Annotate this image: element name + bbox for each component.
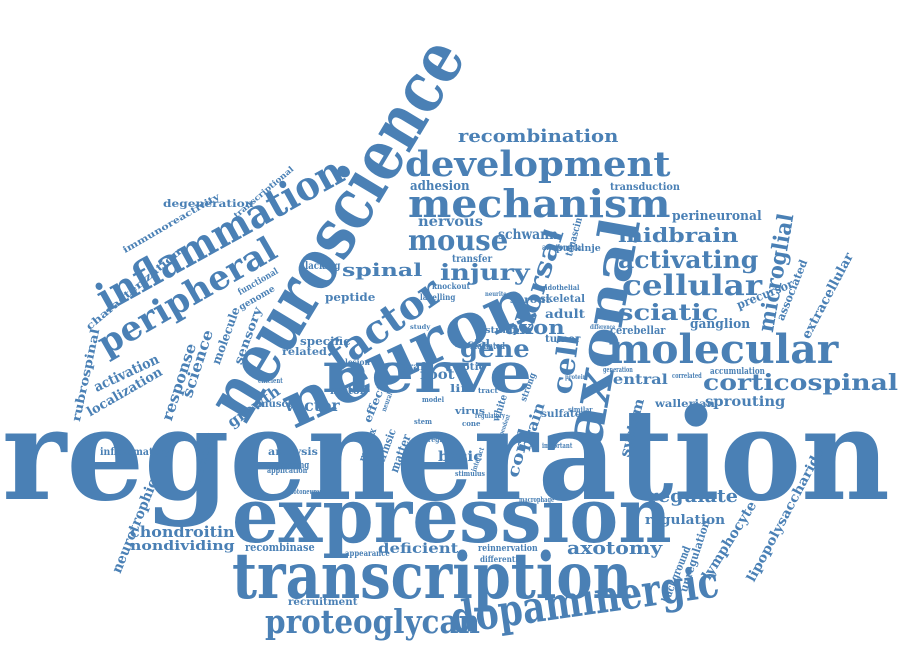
- word-deficient: deficient: [378, 541, 459, 557]
- word-expression: expression: [232, 471, 672, 560]
- word-facial: facial: [455, 339, 490, 350]
- word-regulatory: regulatory: [475, 411, 506, 420]
- word-expressing: expressing: [267, 461, 310, 471]
- word-vector: vector: [285, 396, 340, 415]
- word-injury: injury: [440, 260, 530, 286]
- word-appearance: appearance: [345, 548, 390, 558]
- word-degeneration: degeneration: [163, 199, 254, 210]
- word-nondividing: nondividing: [130, 539, 235, 554]
- word-adhesion: adhesion: [410, 179, 470, 194]
- word-related: related: [282, 347, 327, 358]
- word-transfer: transfer: [452, 254, 493, 265]
- word-proteoglycan: proteoglycan: [265, 602, 480, 641]
- word-peptide: peptide: [325, 291, 376, 304]
- word-endothelial: endothelial: [539, 283, 580, 292]
- word-cone: cone: [462, 419, 481, 428]
- word-activating: activating: [618, 245, 759, 274]
- word-recruitment: recruitment: [288, 597, 358, 608]
- word-chondroitin: chondroitin: [130, 523, 235, 541]
- word-motor: motor: [330, 384, 366, 397]
- word-nervous: nervous: [418, 214, 483, 230]
- word-reinnervation: reinnervation: [478, 544, 538, 554]
- word-stump: stump: [485, 326, 520, 336]
- word-skeletal: skeletal: [540, 294, 585, 305]
- word-axon: axon: [505, 315, 565, 339]
- word-neurite: neurite: [485, 291, 507, 298]
- word-generation: generation: [603, 365, 633, 374]
- word-transduction: transduction: [610, 182, 680, 193]
- word-inflammatory: inflammatory: [100, 447, 170, 458]
- word-efficient: efficient: [258, 376, 283, 385]
- word-root: root: [420, 367, 455, 383]
- word-analysis: analysis: [268, 447, 318, 458]
- word-wallerian: wallerian: [655, 399, 715, 410]
- word-corticospinal: corticospinal: [703, 370, 898, 396]
- word-graft: graft: [400, 362, 430, 373]
- word-cerebellar: cerebellar: [610, 324, 666, 337]
- word-basic: basic: [438, 449, 483, 465]
- word-lesion: lesion: [345, 357, 370, 367]
- word-transcription: transcription: [232, 539, 632, 614]
- word-mechanism: mechanism: [408, 181, 671, 226]
- word-molecular: molecular: [608, 326, 839, 373]
- word-mouse: mouse: [408, 224, 509, 257]
- word-specific: specific: [300, 335, 351, 348]
- word-protein: protein: [565, 374, 587, 381]
- word-gene: gene: [460, 334, 530, 363]
- word-optic: optic: [455, 362, 486, 373]
- word-sulfate: sulfate: [541, 409, 582, 420]
- word-similar: similar: [568, 405, 593, 414]
- word-tumor: tumor: [545, 334, 581, 345]
- word-regulation: regulation: [645, 513, 726, 528]
- word-lacking: lacking: [305, 261, 341, 272]
- word-development: development: [405, 144, 671, 185]
- word-labelling: labelling: [420, 292, 456, 302]
- word-recombinase: recombinase: [245, 541, 315, 554]
- word-schwann: schwann: [498, 227, 559, 243]
- word-application: application: [267, 465, 308, 475]
- word-anatomical: anatomical: [542, 242, 584, 252]
- word-mediated: mediated: [470, 342, 505, 352]
- word-purkinje: purkinje: [556, 244, 601, 254]
- word-important: important: [542, 441, 573, 450]
- word-regeneration: regeneration: [2, 381, 890, 529]
- word-sciatic: sciatic: [618, 300, 719, 326]
- word-study: study: [410, 324, 431, 331]
- word-difference: difference: [590, 324, 616, 331]
- word-macrophage: macrophage: [519, 495, 555, 504]
- word-regulate: regulate: [648, 486, 738, 507]
- word-tract: tract: [478, 386, 498, 395]
- word-sprout: sprout: [510, 295, 551, 306]
- word-knockout: knockout: [432, 281, 470, 291]
- word-adult: adult: [545, 307, 586, 321]
- word-recombination: recombination: [458, 126, 619, 147]
- word-cellular: cellular: [622, 269, 763, 302]
- word-central: central: [603, 372, 668, 388]
- word-region: region: [428, 435, 451, 444]
- word-ganglion: ganglion: [690, 317, 751, 332]
- word-accumulation: accumulation: [710, 367, 765, 377]
- word-perineuronal: perineuronal: [672, 209, 762, 224]
- word-differential: differential: [480, 554, 526, 564]
- word-muscle: muscle: [258, 399, 298, 410]
- word-virus: virus: [455, 407, 486, 417]
- word-correlated: correlated: [672, 371, 702, 380]
- word-stimulus: stimulus: [455, 469, 486, 478]
- word-motoneuron: motoneuron: [288, 487, 324, 496]
- word-life: life: [450, 384, 476, 395]
- word-sprouting: sprouting: [705, 394, 786, 410]
- word-nerve: nerve: [322, 340, 533, 406]
- word-axotomy: axotomy: [567, 538, 663, 559]
- word-stem: stem: [414, 417, 433, 426]
- word-midbrain: midbrain: [618, 223, 739, 247]
- word-spinal: spinal: [342, 260, 423, 281]
- word-model: model: [422, 395, 445, 404]
